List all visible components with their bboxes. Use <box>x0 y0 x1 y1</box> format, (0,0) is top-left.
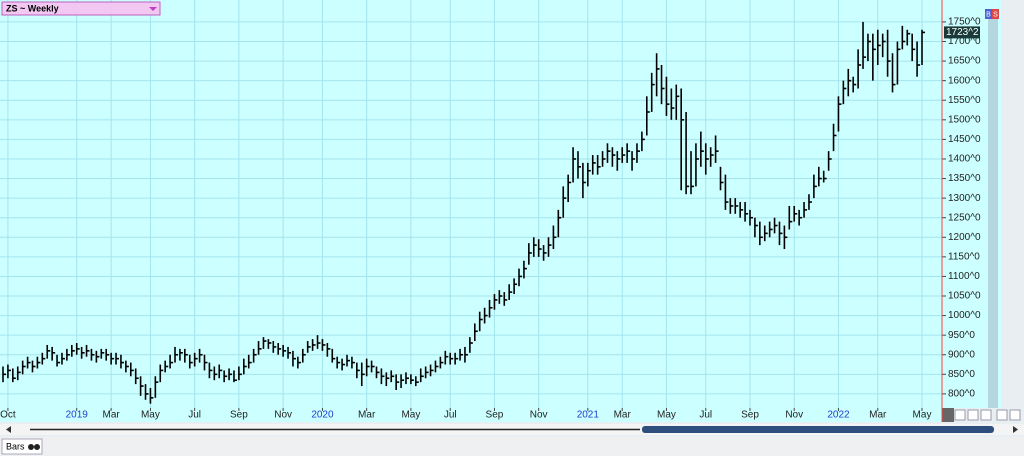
x-tick-label: Nov <box>274 410 292 421</box>
x-tick-label: May <box>401 410 420 421</box>
buy-label: B <box>986 11 991 18</box>
y-tick-label: 1100^0 <box>948 271 980 282</box>
dropdown-arrow <box>149 7 157 11</box>
zoom-buttons <box>954 409 1021 421</box>
x-tick-label: Mar <box>103 410 121 421</box>
y-tick-label: 1500^0 <box>948 114 981 125</box>
symbol-menu-label: ZS ~ Weekly <box>6 3 59 13</box>
x-tick-label: Jul <box>444 410 457 421</box>
price-scroll <box>988 10 998 408</box>
x-tick-label: Mar <box>358 410 376 421</box>
zoom-button[interactable] <box>996 409 1008 421</box>
y-tick-label: 950^0 <box>948 330 975 341</box>
last-price-label: 1723^2 <box>946 27 979 38</box>
x-tick-label: Oct <box>0 410 16 421</box>
x-tick-label: 2022 <box>827 410 850 421</box>
y-tick-label: 1750^0 <box>948 17 981 28</box>
zoom-button[interactable] <box>954 409 966 421</box>
y-tick-label: 1150^0 <box>948 252 980 263</box>
x-tick-label: Sep <box>230 410 248 421</box>
x-tick-label: Sep <box>486 410 504 421</box>
scroll-right[interactable] <box>1013 426 1018 433</box>
y-tick-label: 1000^0 <box>948 310 981 321</box>
x-tick-label: Nov <box>785 410 803 421</box>
symbol-menu[interactable] <box>1 1 161 16</box>
sell-label: S <box>993 11 998 18</box>
y-tick-label: 1350^0 <box>948 173 981 184</box>
y-tick-label: 850^0 <box>948 369 975 380</box>
y-tick-label: 1550^0 <box>948 95 981 106</box>
x-tick-label: May <box>657 410 676 421</box>
y-tick-label: 1600^0 <box>948 75 981 86</box>
y-tick-label: 900^0 <box>948 349 975 360</box>
plot-area <box>0 0 1001 408</box>
zoom-button[interactable] <box>1009 409 1021 421</box>
x-tick-label: Jul <box>699 410 712 421</box>
x-tick-label: Jul <box>188 410 201 421</box>
time-axis <box>0 408 942 422</box>
y-tick-label: 1650^0 <box>948 56 981 67</box>
sell-button[interactable] <box>992 9 999 19</box>
y-tick-label: 1050^0 <box>948 291 981 302</box>
tab-icon <box>28 444 34 450</box>
x-tick-label: Nov <box>530 410 548 421</box>
y-tick-label: 1300^0 <box>948 193 981 204</box>
y-tick-label: 1200^0 <box>948 232 981 243</box>
zoom-button[interactable] <box>967 409 979 421</box>
x-tick-label: Sep <box>741 410 759 421</box>
bars-tab[interactable] <box>1 438 43 455</box>
y-tick-label: 1450^0 <box>948 134 981 145</box>
y-tick-label: 800^0 <box>948 389 975 400</box>
last-price-tag <box>944 26 980 39</box>
y-tick-label: 1700^0 <box>948 36 981 47</box>
x-tick-label: 2020 <box>311 410 334 421</box>
scroll-thumb[interactable] <box>642 426 994 433</box>
x-tick-label: Mar <box>614 410 632 421</box>
bars-tab-label: Bars <box>6 441 25 451</box>
x-tick-label: May <box>913 410 932 421</box>
tab-icon <box>34 444 40 450</box>
zoom-button[interactable] <box>980 409 992 421</box>
x-tick-label: 2021 <box>577 410 600 421</box>
scroll-left[interactable] <box>6 426 11 433</box>
y-tick-label: 1400^0 <box>948 154 981 165</box>
buy-button[interactable] <box>985 9 992 19</box>
tab-bar <box>0 437 1024 456</box>
x-tick-label: 2019 <box>66 410 89 421</box>
axis-corner <box>942 408 954 422</box>
y-tick-label: 1250^0 <box>948 212 981 223</box>
x-tick-label: May <box>141 410 160 421</box>
x-tick-label: Mar <box>869 410 887 421</box>
